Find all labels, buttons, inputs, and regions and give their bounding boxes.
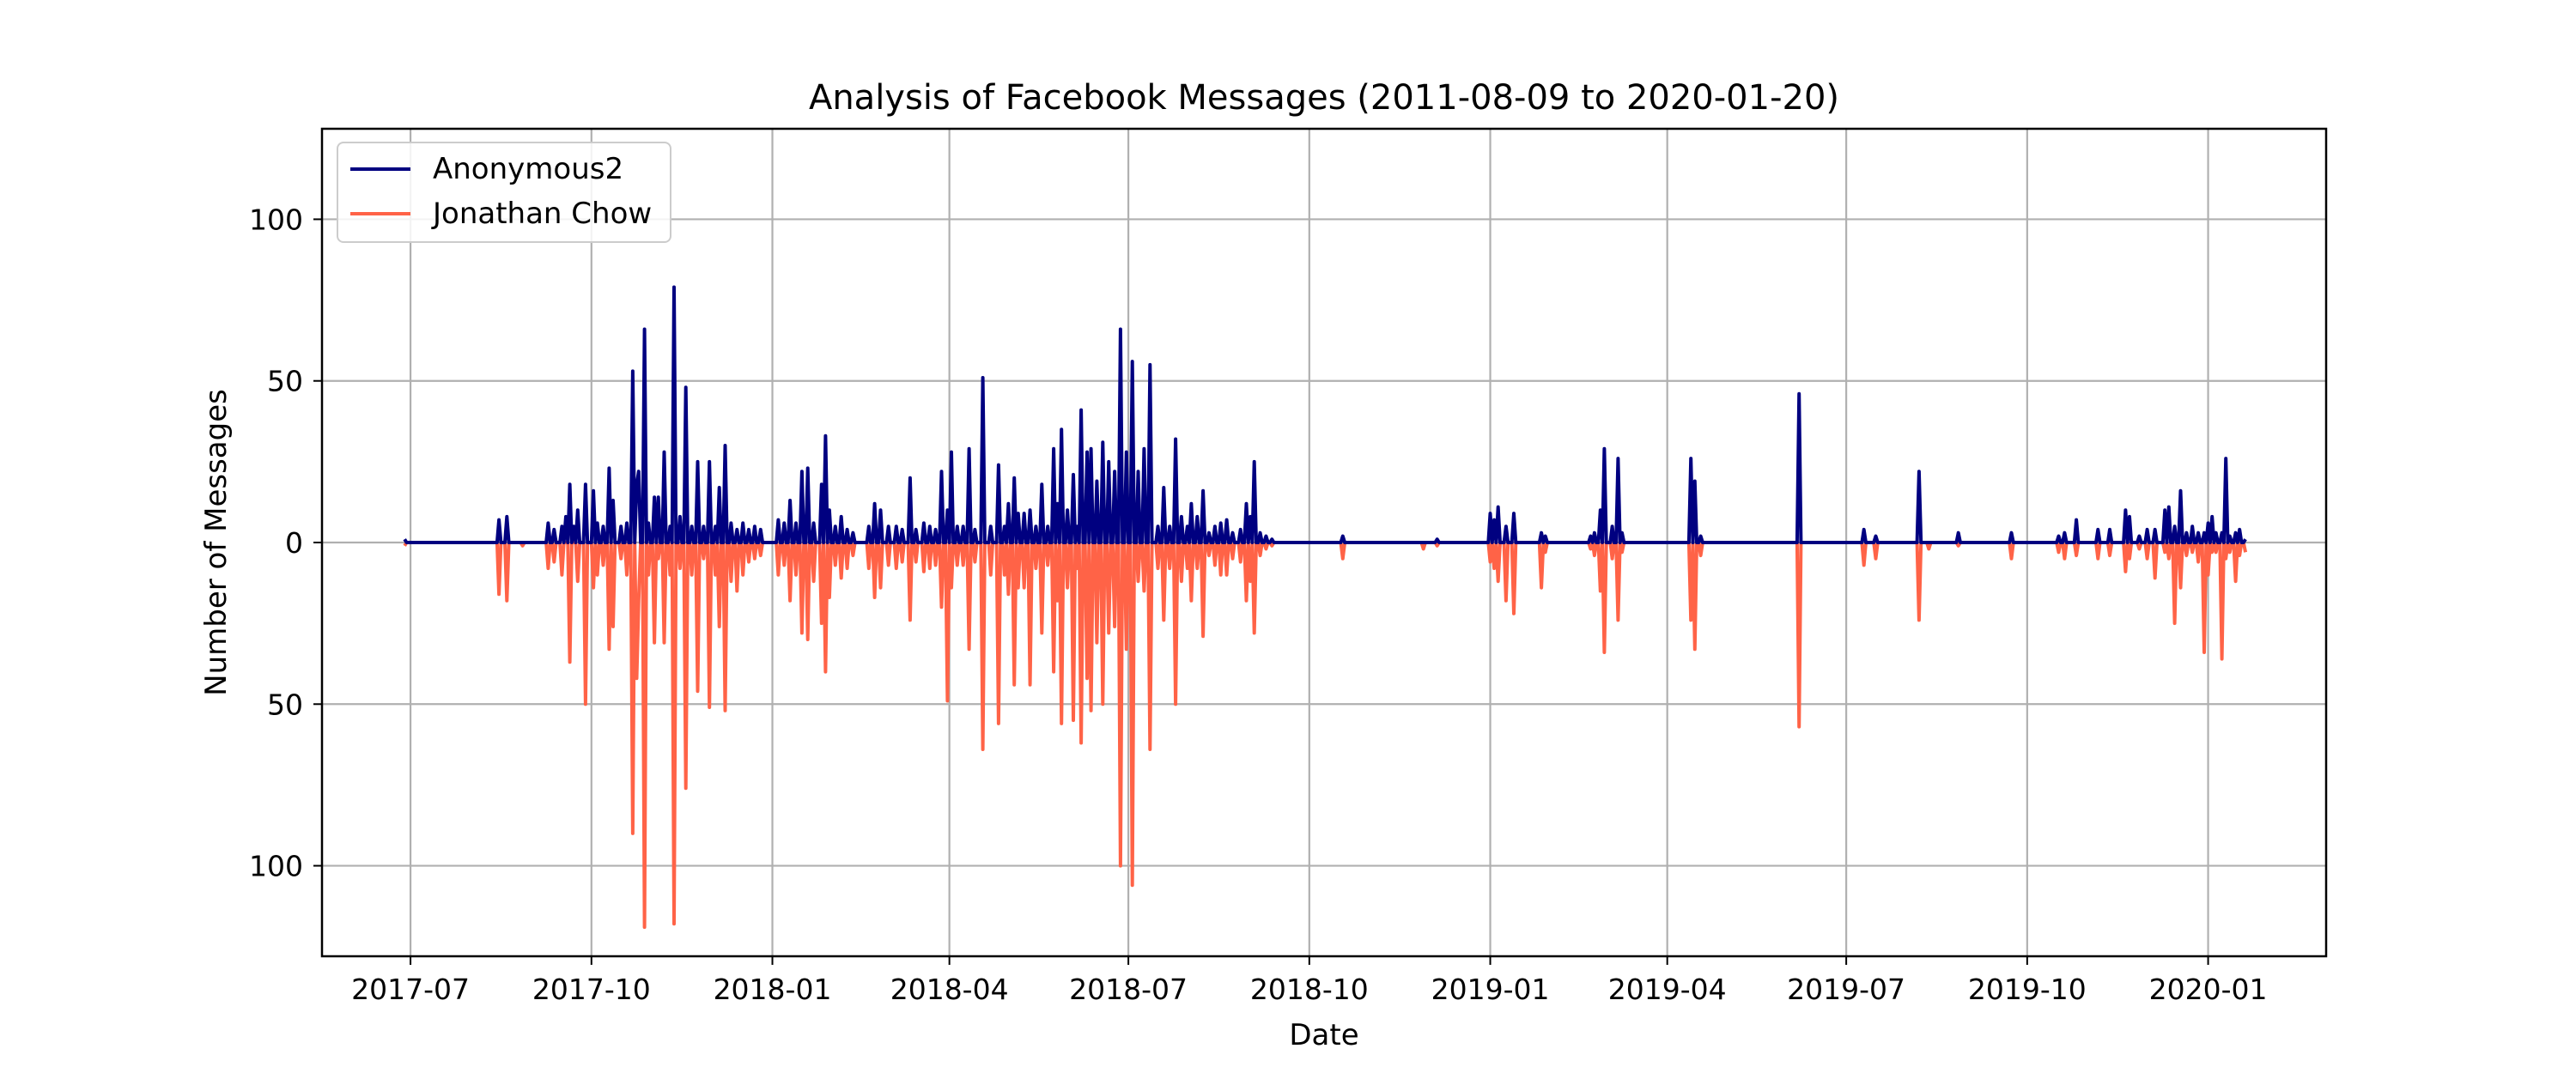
y-axis-label: Number of Messages [199,389,234,696]
x-tick-label: 2018-07 [1069,973,1188,1006]
x-tick-label: 2018-01 [714,973,832,1006]
ticks: 2017-07 2017-10 2018-01 2018-04 2018-07 2018-… [249,203,2268,1006]
x-tick-label: 2018-04 [890,973,1009,1006]
legend-label-jonathan-chow: Jonathan Chow [431,197,652,231]
x-tick-label: 2019-10 [1968,973,2087,1006]
y-tick-label: 100 [249,850,303,883]
x-tick-label: 2020-01 [2149,973,2268,1006]
y-tick-label: 0 [285,526,303,560]
x-tick-label: 2019-07 [1787,973,1905,1006]
x-tick-label: 2017-07 [351,973,470,1006]
series-layer [403,285,2248,930]
y-tick-label: 50 [267,688,303,721]
x-axis-label: Date [1289,1018,1358,1052]
legend-box [337,142,671,243]
x-tick-label: 2019-01 [1431,973,1550,1006]
series-line-anonymous2 [403,285,2247,544]
y-tick-label: 100 [249,203,303,236]
x-tick-label: 2018-10 [1250,973,1369,1006]
x-tick-label: 2017-10 [532,973,651,1006]
y-tick-label: 50 [267,365,303,398]
chart-title: Analysis of Facebook Messages (2011-08-0… [809,78,1839,118]
legend-label-anonymous2: Anonymous2 [433,152,623,186]
legend: Anonymous2 Jonathan Chow [337,142,671,243]
x-tick-label: 2019-04 [1608,973,1727,1006]
